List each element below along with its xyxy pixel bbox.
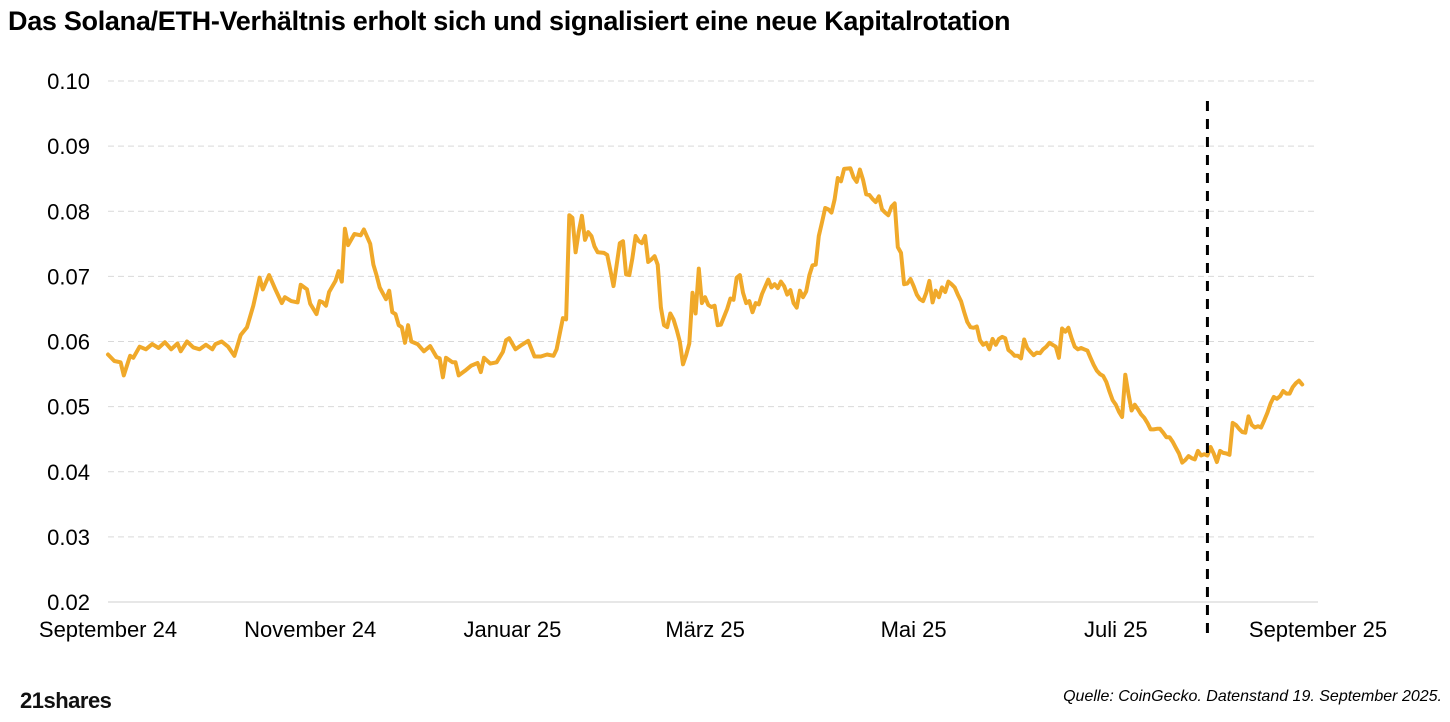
x-tick-label: Juli 25 xyxy=(1084,617,1148,642)
x-tick-label: November 24 xyxy=(244,617,376,642)
y-tick-label: 0.08 xyxy=(47,199,90,224)
y-tick-label: 0.10 xyxy=(47,69,90,94)
y-tick-label: 0.05 xyxy=(47,395,90,420)
series-line-sol-eth xyxy=(106,166,1305,465)
y-tick-label: 0.04 xyxy=(47,460,90,485)
y-tick-label: 0.02 xyxy=(47,590,90,615)
source-note: Quelle: CoinGecko. Datenstand 19. Septem… xyxy=(1063,688,1442,705)
x-tick-label: September 24 xyxy=(39,617,177,642)
chart-title: Das Solana/ETH-Verhältnis erholt sich un… xyxy=(8,6,1011,36)
y-axis: 0.10 0.09 0.08 0.07 0.06 0.05 0.04 0.03 0.02 xyxy=(47,69,90,615)
y-tick-label: 0.09 xyxy=(47,134,90,159)
grid-layer xyxy=(108,80,1318,538)
x-axis: September 24 November 24 Januar 25 März 25 M… xyxy=(39,617,1387,642)
y-tick-label: 0.06 xyxy=(47,330,90,355)
y-tick-label: 0.03 xyxy=(47,525,90,550)
x-tick-label: Januar 25 xyxy=(463,617,561,642)
x-tick-label: Mai 25 xyxy=(881,617,947,642)
y-tick-label: 0.07 xyxy=(47,264,90,289)
x-tick-label: September 25 xyxy=(1249,617,1387,642)
x-tick-label: März 25 xyxy=(665,617,744,642)
brand-logo: 21shares xyxy=(20,688,112,713)
